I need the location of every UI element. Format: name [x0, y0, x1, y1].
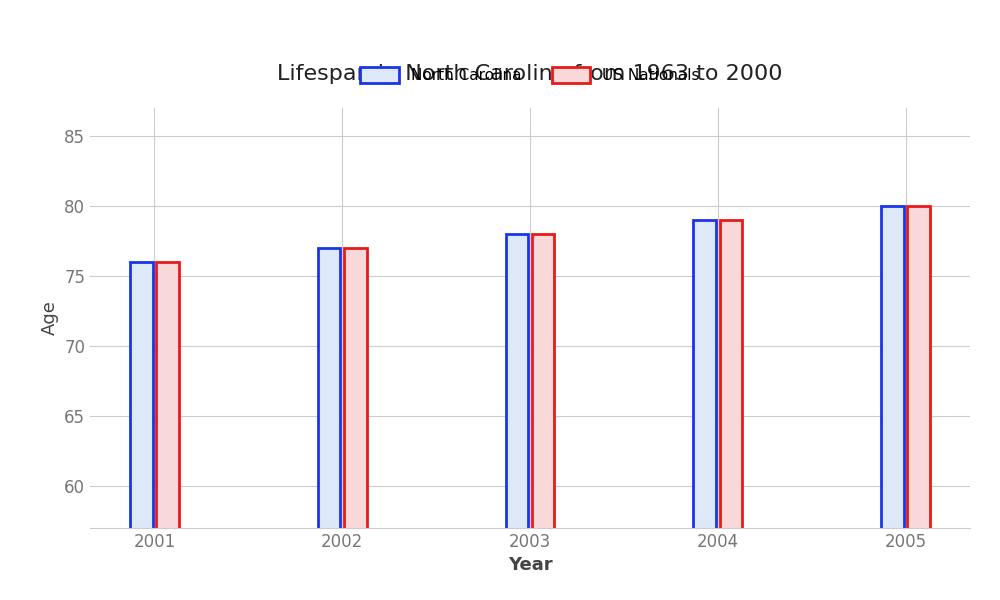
Bar	[156, 262, 179, 600]
Bar	[506, 234, 528, 600]
Bar	[881, 206, 904, 600]
Bar	[532, 234, 554, 600]
Bar	[318, 248, 340, 600]
Title: Lifespan in North Carolina from 1963 to 2000: Lifespan in North Carolina from 1963 to …	[277, 64, 783, 84]
Bar	[344, 248, 367, 600]
Bar	[693, 220, 716, 600]
Bar	[720, 220, 742, 600]
Y-axis label: Age: Age	[41, 301, 59, 335]
X-axis label: Year: Year	[508, 556, 552, 574]
Bar	[907, 206, 930, 600]
Bar	[130, 262, 153, 600]
Legend: North Carolina, US Nationals: North Carolina, US Nationals	[354, 61, 706, 89]
